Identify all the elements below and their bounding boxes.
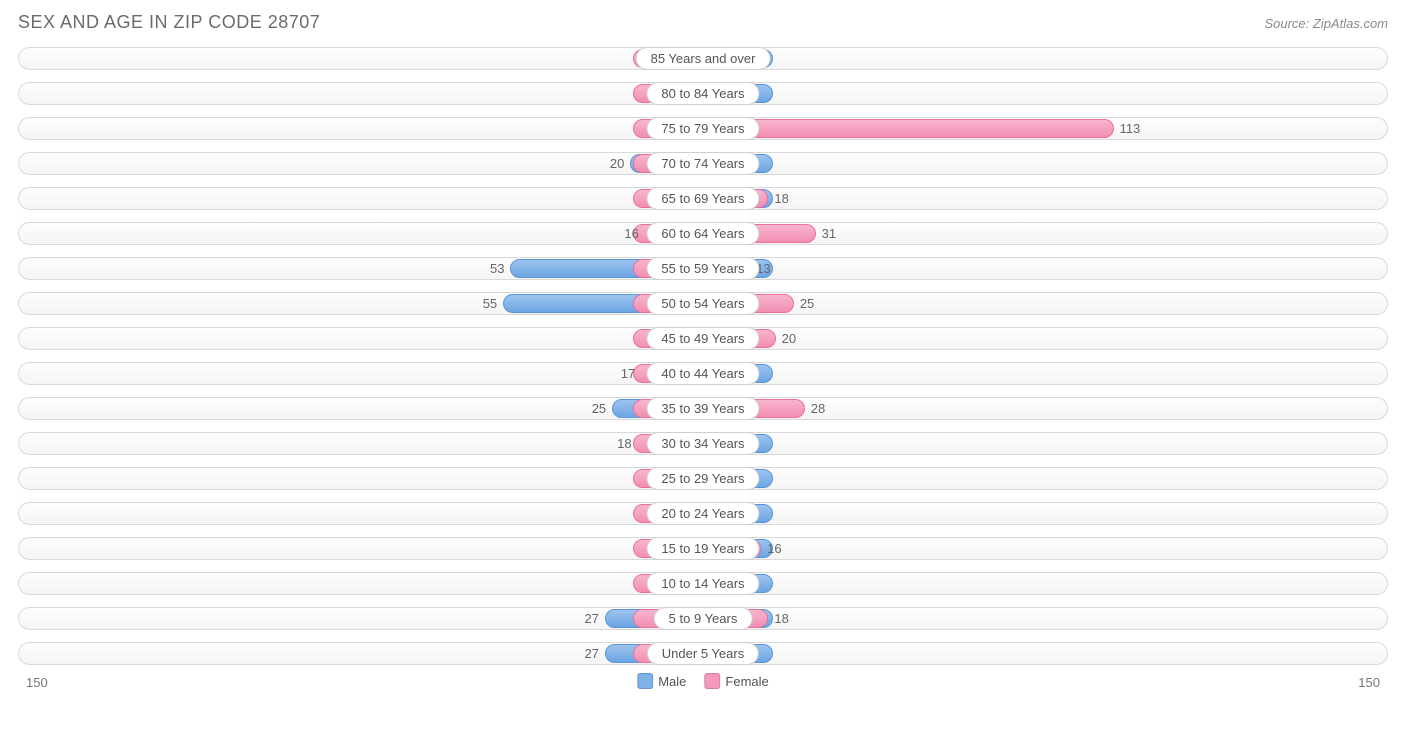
pyramid-row: 45 to 49 Years020 [18,323,1388,354]
age-group-label: 60 to 64 Years [646,222,759,245]
age-group-label: 20 to 24 Years [646,502,759,525]
x-axis-max-left: 150 [26,675,48,690]
pyramid-row: 55 to 59 Years5313 [18,253,1388,284]
age-group-label: 80 to 84 Years [646,82,759,105]
female-value: 20 [782,327,796,350]
age-group-label: 40 to 44 Years [646,362,759,385]
male-value: 27 [584,607,598,630]
age-group-label: 15 to 19 Years [646,537,759,560]
pyramid-row: 80 to 84 Years55 [18,78,1388,109]
male-swatch-icon [637,673,653,689]
age-group-label: 30 to 34 Years [646,432,759,455]
pyramid-row: 40 to 44 Years170 [18,358,1388,389]
legend-male: Male [637,673,686,689]
age-group-label: Under 5 Years [647,642,759,665]
age-group-label: 65 to 69 Years [646,187,759,210]
female-value: 18 [774,187,788,210]
age-group-label: 25 to 29 Years [646,467,759,490]
female-value: 31 [822,222,836,245]
pyramid-row: 20 to 24 Years00 [18,498,1388,529]
age-group-label: 75 to 79 Years [646,117,759,140]
pyramid-row: 30 to 34 Years180 [18,428,1388,459]
male-value: 20 [610,152,624,175]
pyramid-row: 60 to 64 Years 16 31 [18,218,1388,249]
pyramid-row: Under 5 Years270 [18,638,1388,669]
age-group-label: 35 to 39 Years [646,397,759,420]
pyramid-row: 65 to 69 Years718 [18,183,1388,214]
pyramid-row: 75 to 79 Years0113 [18,113,1388,144]
source-attribution: Source: ZipAtlas.com [1264,16,1388,31]
female-value: 28 [811,397,825,420]
age-group-label: 10 to 14 Years [646,572,759,595]
male-value: 27 [584,642,598,665]
pyramid-chart: 85 Years and over0080 to 84 Years5575 to… [18,43,1388,669]
pyramid-row: 15 to 19 Years016 [18,533,1388,564]
age-group-label: 5 to 9 Years [654,607,753,630]
legend-male-label: Male [658,674,686,689]
male-value: 55 [483,292,497,315]
female-value: 25 [800,292,814,315]
age-group-label: 85 Years and over [636,47,771,70]
pyramid-row: 85 Years and over00 [18,43,1388,74]
legend: Male Female [637,673,769,689]
pyramid-row: 10 to 14 Years00 [18,568,1388,599]
age-group-label: 45 to 49 Years [646,327,759,350]
female-swatch-icon [704,673,720,689]
pyramid-row: 35 to 39 Years 25 28 [18,393,1388,424]
female-value: 113 [1120,117,1141,140]
age-group-label: 55 to 59 Years [646,257,759,280]
male-value: 53 [490,257,504,280]
male-value: 25 [592,397,606,420]
pyramid-row: 25 to 29 Years00 [18,463,1388,494]
chart-title: SEX AND AGE IN ZIP CODE 28707 [18,12,320,33]
pyramid-row: 5 to 9 Years 27 18 [18,603,1388,634]
female-value: 16 [767,537,781,560]
male-value: 18 [617,432,631,455]
age-group-label: 70 to 74 Years [646,152,759,175]
female-value: 18 [774,607,788,630]
pyramid-row: 70 to 74 Years207 [18,148,1388,179]
pyramid-row: 50 to 54 Years 55 25 [18,288,1388,319]
x-axis-max-right: 150 [1358,675,1380,690]
male-value: 17 [621,362,635,385]
legend-female-label: Female [725,674,768,689]
legend-female: Female [704,673,768,689]
age-group-label: 50 to 54 Years [646,292,759,315]
male-value: 16 [624,222,638,245]
